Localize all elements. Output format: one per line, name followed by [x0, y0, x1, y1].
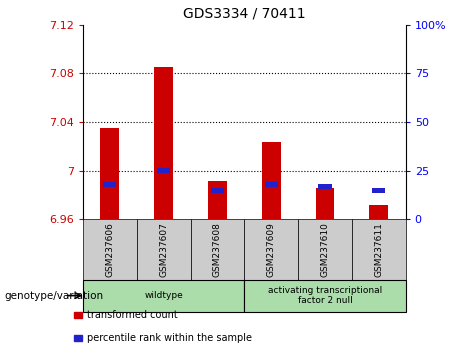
- Text: transformed count: transformed count: [87, 310, 177, 320]
- Bar: [208, 181, 227, 219]
- Text: GSM237608: GSM237608: [213, 222, 222, 277]
- Text: GSM237607: GSM237607: [159, 222, 168, 277]
- Text: genotype/variation: genotype/variation: [5, 291, 104, 301]
- Bar: [211, 188, 224, 193]
- Text: percentile rank within the sample: percentile rank within the sample: [87, 333, 252, 343]
- Text: wildtype: wildtype: [144, 291, 183, 300]
- Bar: [103, 182, 117, 187]
- Bar: [100, 128, 119, 219]
- Text: activating transcriptional
factor 2 null: activating transcriptional factor 2 null: [268, 286, 382, 305]
- Text: GSM237609: GSM237609: [267, 222, 276, 277]
- Bar: [262, 142, 281, 219]
- Text: GSM237610: GSM237610: [320, 222, 330, 277]
- Text: GSM237606: GSM237606: [106, 222, 114, 277]
- Title: GDS3334 / 70411: GDS3334 / 70411: [183, 7, 306, 21]
- Text: GSM237611: GSM237611: [374, 222, 383, 277]
- Bar: [319, 184, 331, 189]
- Bar: [369, 205, 388, 219]
- Bar: [372, 188, 385, 193]
- Bar: [154, 67, 173, 219]
- Bar: [316, 188, 334, 219]
- Bar: [157, 169, 170, 173]
- Bar: [265, 182, 278, 187]
